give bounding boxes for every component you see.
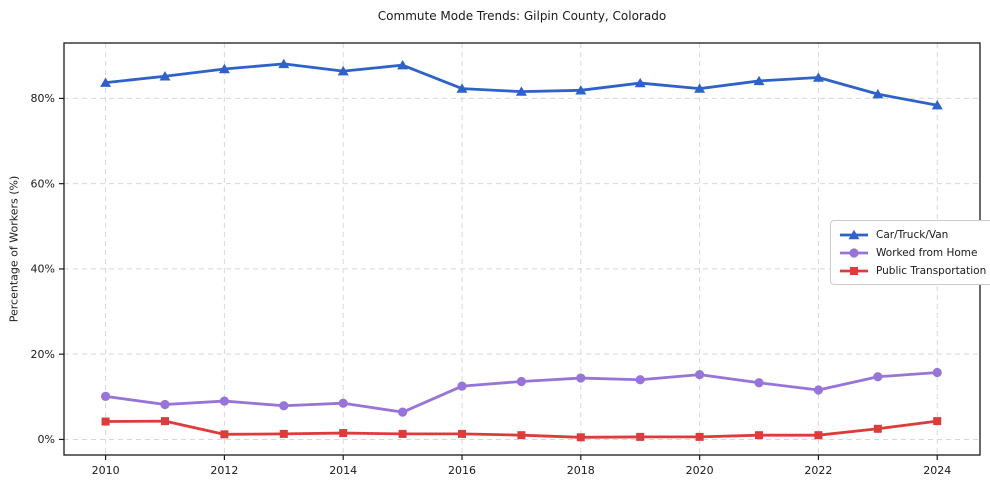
x-tick-label: 2022 [804, 464, 832, 477]
data-point-circle [576, 373, 586, 383]
data-point-square [339, 429, 348, 438]
data-point-triangle [812, 72, 824, 82]
y-tick-label: 60% [31, 177, 55, 190]
x-tick-label: 2010 [92, 464, 120, 477]
x-tick-label: 2024 [923, 464, 951, 477]
data-point-circle [754, 378, 764, 388]
data-point-square [279, 429, 288, 438]
legend-label: Public Transportation [876, 264, 987, 277]
y-tick-label: 0% [38, 433, 55, 446]
legend-item: Public Transportation [839, 263, 986, 278]
data-point-circle [397, 407, 408, 417]
data-point-triangle [931, 100, 943, 110]
legend: Car/Truck/Van Worked from Home Public Tran… [830, 220, 990, 285]
legend-label: Worked from Home [876, 246, 978, 259]
x-tick-label: 2020 [686, 464, 714, 477]
data-point-circle [695, 370, 705, 380]
data-point-square [576, 433, 585, 442]
x-tick-label: 2014 [329, 464, 357, 477]
data-point-triangle [515, 86, 527, 96]
data-point-circle-sample [849, 247, 859, 258]
data-point-circle [100, 391, 111, 401]
data-point-triangle [872, 88, 884, 99]
data-point-square [636, 432, 645, 441]
data-point-square [101, 417, 110, 426]
data-point-triangle [159, 71, 171, 81]
data-point-square [695, 432, 704, 441]
data-point-circle [932, 367, 942, 378]
data-point-square [220, 430, 229, 439]
data-point-circle [160, 399, 170, 410]
legend-square-icon [840, 266, 868, 275]
data-point-triangle [278, 58, 290, 69]
data-point-circle [873, 372, 883, 382]
data-point-square-sample [850, 266, 858, 275]
data-point-square [517, 431, 526, 440]
data-point-square [458, 429, 467, 438]
legend-triangle-icon [840, 229, 868, 239]
x-tick-label: 2018 [567, 464, 595, 477]
data-point-triangle [218, 63, 230, 74]
data-point-triangle [337, 65, 349, 76]
data-point-circle [219, 396, 229, 406]
legend-circle-icon [840, 247, 868, 258]
legend-item: Worked from Home [839, 245, 986, 260]
data-point-circle [279, 401, 289, 411]
data-point-triangle [694, 83, 706, 93]
data-point-square [933, 417, 942, 426]
data-point-square [398, 429, 407, 438]
y-tick-label: 40% [31, 263, 55, 276]
data-point-circle [516, 376, 527, 387]
data-point-square [873, 424, 882, 433]
data-point-triangle [397, 59, 409, 70]
data-point-circle [457, 381, 467, 391]
data-point-square [160, 417, 169, 426]
x-tick-label: 2012 [210, 464, 238, 477]
legend-item: Car/Truck/Van [839, 227, 986, 242]
data-point-triangle [753, 75, 765, 86]
chart-title: Commute Mode Trends: Gilpin County, Colo… [377, 9, 667, 23]
data-point-square [755, 431, 764, 440]
series-line-triangle [104, 62, 939, 107]
data-point-triangle [100, 77, 112, 87]
x-tick-label: 2016 [448, 464, 476, 477]
data-point-triangle [634, 77, 646, 88]
data-point-circle [338, 398, 348, 408]
data-point-square [814, 431, 823, 440]
y-tick-label: 80% [31, 92, 55, 105]
data-point-circle [813, 385, 824, 395]
legend-label: Car/Truck/Van [876, 228, 949, 241]
data-point-triangle [575, 85, 587, 95]
data-point-triangle-sample [848, 229, 860, 239]
y-tick-label: 20% [31, 348, 55, 361]
data-point-circle [635, 375, 645, 385]
data-point-triangle [456, 83, 468, 93]
